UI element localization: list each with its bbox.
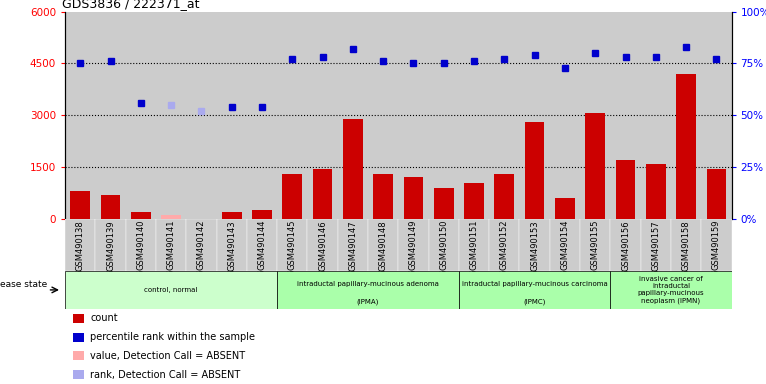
Bar [495, 174, 514, 219]
Text: (IPMC): (IPMC) [523, 298, 546, 305]
Text: rank, Detection Call = ABSENT: rank, Detection Call = ABSENT [90, 370, 241, 380]
Bar [368, 219, 398, 271]
Text: invasive cancer of
intraductal
papillary-mucinous
neoplasm (IPMN): invasive cancer of intraductal papillary… [637, 276, 704, 304]
Bar [640, 219, 671, 271]
Text: control, normal: control, normal [145, 287, 198, 293]
Text: GSM490151: GSM490151 [470, 220, 479, 270]
Text: GSM490139: GSM490139 [106, 220, 115, 271]
Text: GSM490144: GSM490144 [257, 220, 267, 270]
Bar [222, 212, 241, 219]
Text: GSM490152: GSM490152 [500, 220, 509, 270]
Bar [434, 188, 453, 219]
Bar [611, 271, 732, 309]
Bar [70, 191, 90, 219]
Bar [459, 219, 489, 271]
Bar [162, 215, 181, 219]
Bar [404, 177, 424, 219]
Bar [646, 164, 666, 219]
Bar [550, 219, 580, 271]
Bar [100, 195, 120, 219]
Bar [277, 271, 459, 309]
Text: GSM490157: GSM490157 [651, 220, 660, 271]
Text: GSM490158: GSM490158 [682, 220, 691, 271]
Bar [126, 219, 156, 271]
Bar [706, 169, 726, 219]
Bar [73, 314, 84, 323]
Text: GSM490142: GSM490142 [197, 220, 206, 270]
Bar [313, 169, 332, 219]
Text: GSM490153: GSM490153 [530, 220, 539, 271]
Bar [429, 219, 459, 271]
Text: intraductal papillary-mucinous adenoma: intraductal papillary-mucinous adenoma [297, 281, 439, 287]
Text: disease state: disease state [0, 280, 47, 289]
Text: GSM490154: GSM490154 [561, 220, 569, 270]
Text: GSM490143: GSM490143 [228, 220, 236, 271]
Bar [459, 271, 611, 309]
Text: GSM490146: GSM490146 [318, 220, 327, 271]
Text: percentile rank within the sample: percentile rank within the sample [90, 332, 255, 342]
Text: GSM490149: GSM490149 [409, 220, 418, 270]
Bar [611, 219, 640, 271]
Bar [307, 219, 338, 271]
Bar [252, 210, 272, 219]
Text: GSM490147: GSM490147 [349, 220, 358, 271]
Bar [555, 198, 574, 219]
Bar [283, 174, 302, 219]
Bar [585, 114, 605, 219]
Bar [338, 219, 368, 271]
Bar [671, 219, 701, 271]
Text: (IPMA): (IPMA) [357, 298, 379, 305]
Text: GSM490148: GSM490148 [378, 220, 388, 271]
Bar [65, 271, 277, 309]
Text: GSM490159: GSM490159 [712, 220, 721, 270]
Text: count: count [90, 313, 118, 323]
Bar [701, 219, 732, 271]
Bar [464, 183, 484, 219]
Bar [247, 219, 277, 271]
Text: GSM490145: GSM490145 [288, 220, 296, 270]
Bar [525, 122, 545, 219]
Text: GSM490150: GSM490150 [439, 220, 448, 270]
Bar [277, 219, 307, 271]
Text: GDS3836 / 222371_at: GDS3836 / 222371_at [62, 0, 199, 10]
Bar [580, 219, 611, 271]
Text: intraductal papillary-mucinous carcinoma: intraductal papillary-mucinous carcinoma [462, 281, 607, 287]
Bar [217, 219, 247, 271]
Bar [489, 219, 519, 271]
Bar [73, 370, 84, 379]
Text: value, Detection Call = ABSENT: value, Detection Call = ABSENT [90, 351, 245, 361]
Bar [373, 174, 393, 219]
Bar [73, 333, 84, 342]
Bar [186, 219, 217, 271]
Text: GSM490138: GSM490138 [76, 220, 85, 271]
Text: GSM490140: GSM490140 [136, 220, 146, 270]
Text: GSM490155: GSM490155 [591, 220, 600, 270]
Bar [156, 219, 186, 271]
Text: GSM490156: GSM490156 [621, 220, 630, 271]
Bar [131, 212, 151, 219]
Bar [65, 219, 96, 271]
Bar [343, 119, 363, 219]
Bar [398, 219, 429, 271]
Bar [616, 160, 635, 219]
Bar [519, 219, 550, 271]
Bar [96, 219, 126, 271]
Bar [73, 351, 84, 361]
Bar [676, 74, 696, 219]
Text: GSM490141: GSM490141 [167, 220, 175, 270]
